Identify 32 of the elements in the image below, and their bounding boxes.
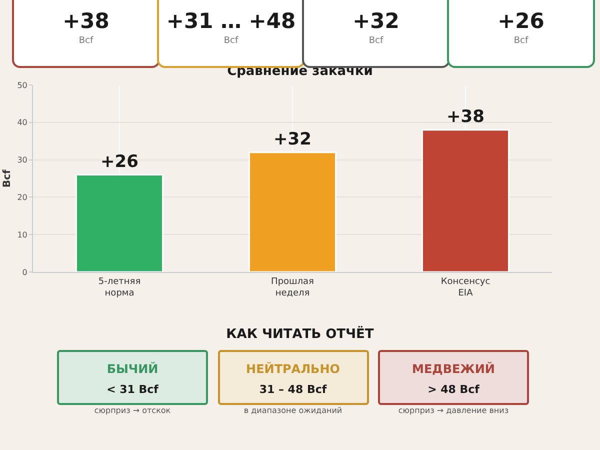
- text: 31 – 48 Bcf: [258, 383, 328, 396]
- text: +31 … +48: [165, 9, 297, 33]
- text: Bcf: [512, 36, 530, 46]
- text: Bcf: [222, 36, 240, 46]
- text: МЕДВЕЖИЙ: [411, 362, 496, 376]
- text: +38: [62, 9, 110, 33]
- y-tick-label: 10: [17, 230, 28, 240]
- text: Bcf: [368, 36, 384, 46]
- data-label: +32: [274, 129, 312, 150]
- text: НЕЙТРАЛЬНО: [245, 362, 341, 376]
- data-label: +38: [446, 106, 484, 127]
- text: Bcf: [78, 36, 94, 46]
- text: > 48 Bcf: [426, 383, 480, 396]
- y-tick-label: 0: [22, 268, 28, 277]
- x-tick-label: Прошлая неделя: [271, 276, 314, 298]
- y-tick-label: 50: [17, 80, 28, 90]
- y-axis-title: Bcf: [2, 168, 14, 188]
- text: +26: [496, 9, 546, 33]
- text: +32: [352, 9, 400, 33]
- chart-title: Сравнение закачки: [227, 64, 373, 79]
- data-label: +26: [100, 152, 138, 172]
- text: сюрприз → отскок: [93, 406, 172, 415]
- text: БЫЧИЙ: [106, 362, 160, 376]
- y-tick-label: 20: [17, 193, 28, 202]
- text: в диапазоне ожиданий: [242, 406, 344, 415]
- x-tick-label: Консенсус EIA: [440, 276, 490, 298]
- text: < 31 Bcf: [106, 383, 160, 396]
- y-tick-label: 30: [17, 156, 28, 165]
- x-tick-label: 5-летняя норма: [98, 276, 141, 298]
- y-tick-label: 40: [17, 118, 28, 128]
- text: КАК ЧИТАТЬ ОТЧЁТ: [225, 327, 375, 342]
- text: сюрприз → давление вниз: [397, 406, 510, 415]
